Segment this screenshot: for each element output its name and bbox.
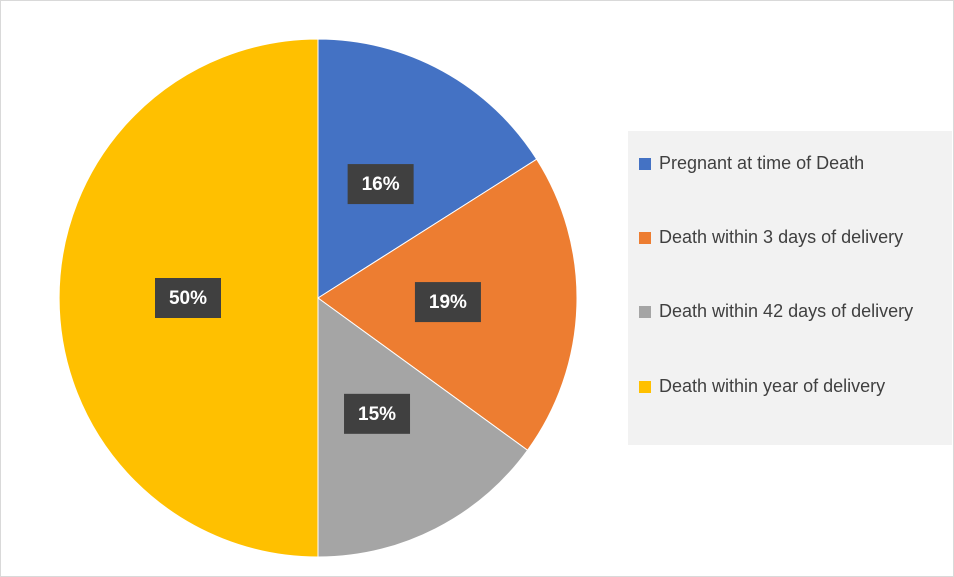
legend-item: Pregnant at time of Death <box>639 149 949 178</box>
legend-swatch <box>639 158 651 170</box>
data-label-box <box>344 393 411 434</box>
legend-item: Death within 3 days of delivery <box>639 223 949 252</box>
legend-label: Pregnant at time of Death <box>659 153 865 173</box>
data-label-box <box>155 278 221 318</box>
data-label: 19% <box>429 292 467 313</box>
data-label: 16% <box>362 174 400 195</box>
legend-label: Death within 3 days of delivery <box>659 227 904 247</box>
legend-label: Death within year of delivery <box>659 376 886 396</box>
pie-slice <box>317 297 529 558</box>
data-label-box <box>414 282 481 323</box>
legend: Pregnant at time of Death Death within 3 … <box>628 131 952 445</box>
legend-label: Death within 42 days of delivery <box>659 301 914 321</box>
data-label: 15% <box>358 404 396 425</box>
pie-slice <box>317 38 538 299</box>
legend-swatch <box>639 232 651 244</box>
legend-item: Death within year of delivery <box>639 372 949 401</box>
legend-swatch <box>639 306 651 318</box>
data-label-box <box>347 164 414 205</box>
data-label: 50% <box>169 288 207 309</box>
legend-swatch <box>639 381 651 393</box>
legend-item: Death within 42 days of delivery <box>639 297 949 326</box>
